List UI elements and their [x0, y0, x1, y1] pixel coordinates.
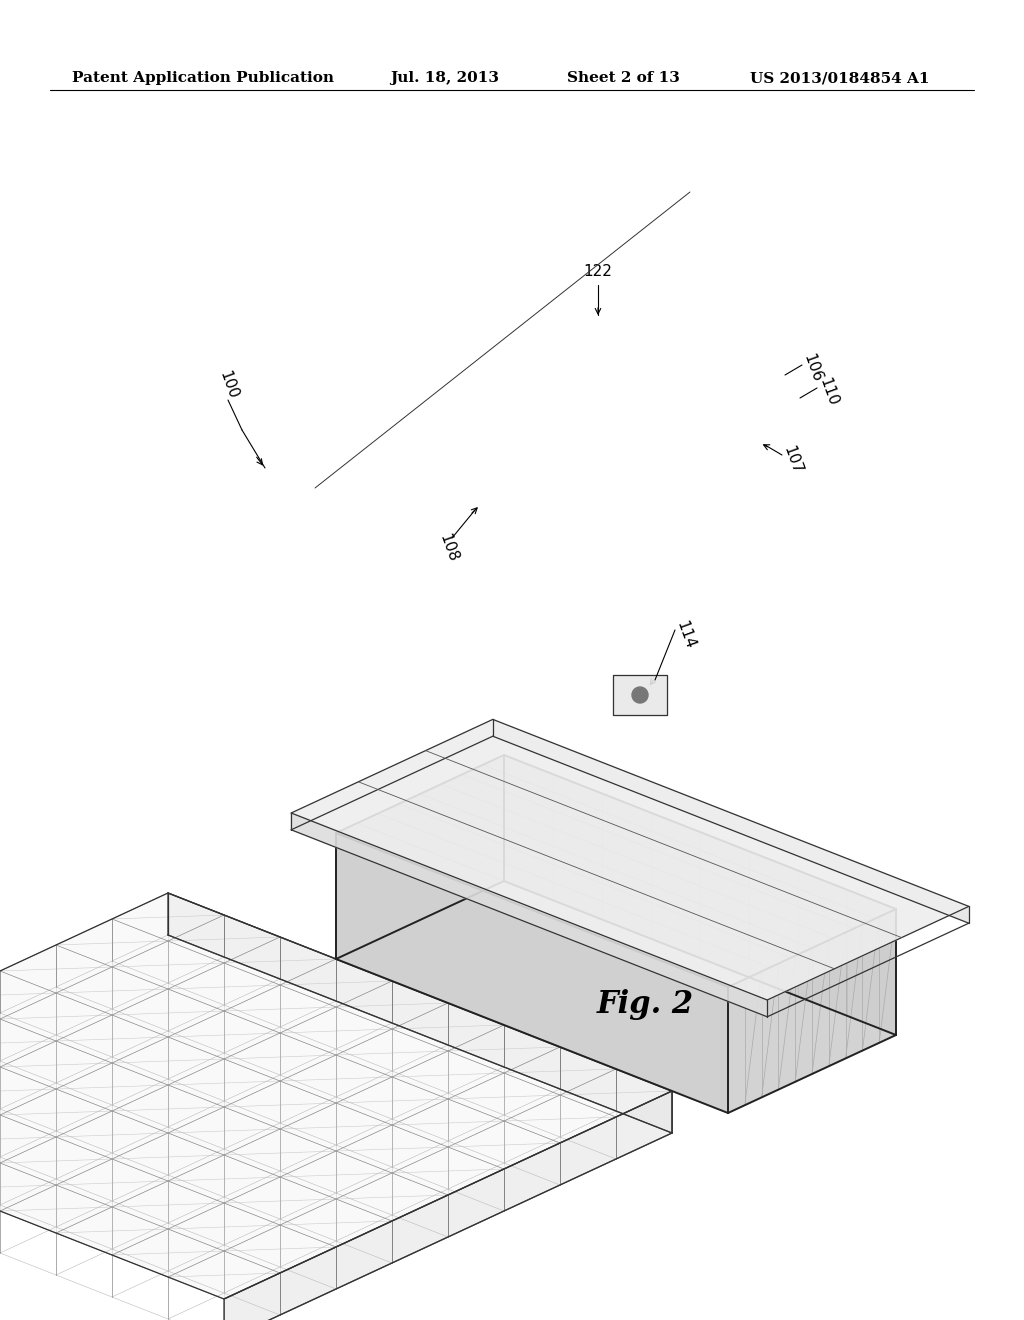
- Polygon shape: [728, 909, 896, 1113]
- Polygon shape: [613, 675, 667, 715]
- Text: 110: 110: [816, 376, 840, 408]
- Text: 122: 122: [584, 264, 612, 280]
- Text: 114: 114: [673, 619, 697, 651]
- Polygon shape: [224, 1092, 672, 1320]
- Polygon shape: [493, 719, 969, 923]
- Text: 100: 100: [216, 368, 240, 401]
- Text: US 2013/0184854 A1: US 2013/0184854 A1: [750, 71, 930, 84]
- Polygon shape: [336, 755, 896, 987]
- Text: 106: 106: [801, 352, 825, 384]
- Polygon shape: [336, 833, 728, 1113]
- Text: 108: 108: [436, 532, 460, 564]
- Text: Jul. 18, 2013: Jul. 18, 2013: [390, 71, 499, 84]
- Text: Fig. 2: Fig. 2: [596, 990, 693, 1020]
- Text: Sheet 2 of 13: Sheet 2 of 13: [567, 71, 680, 84]
- Polygon shape: [336, 755, 504, 960]
- Polygon shape: [291, 719, 969, 1001]
- Polygon shape: [291, 813, 767, 1016]
- Polygon shape: [504, 755, 896, 1035]
- Text: 107: 107: [780, 444, 804, 477]
- Circle shape: [632, 686, 648, 704]
- Polygon shape: [0, 894, 672, 1299]
- Text: Patent Application Publication: Patent Application Publication: [72, 71, 334, 84]
- Polygon shape: [168, 894, 672, 1133]
